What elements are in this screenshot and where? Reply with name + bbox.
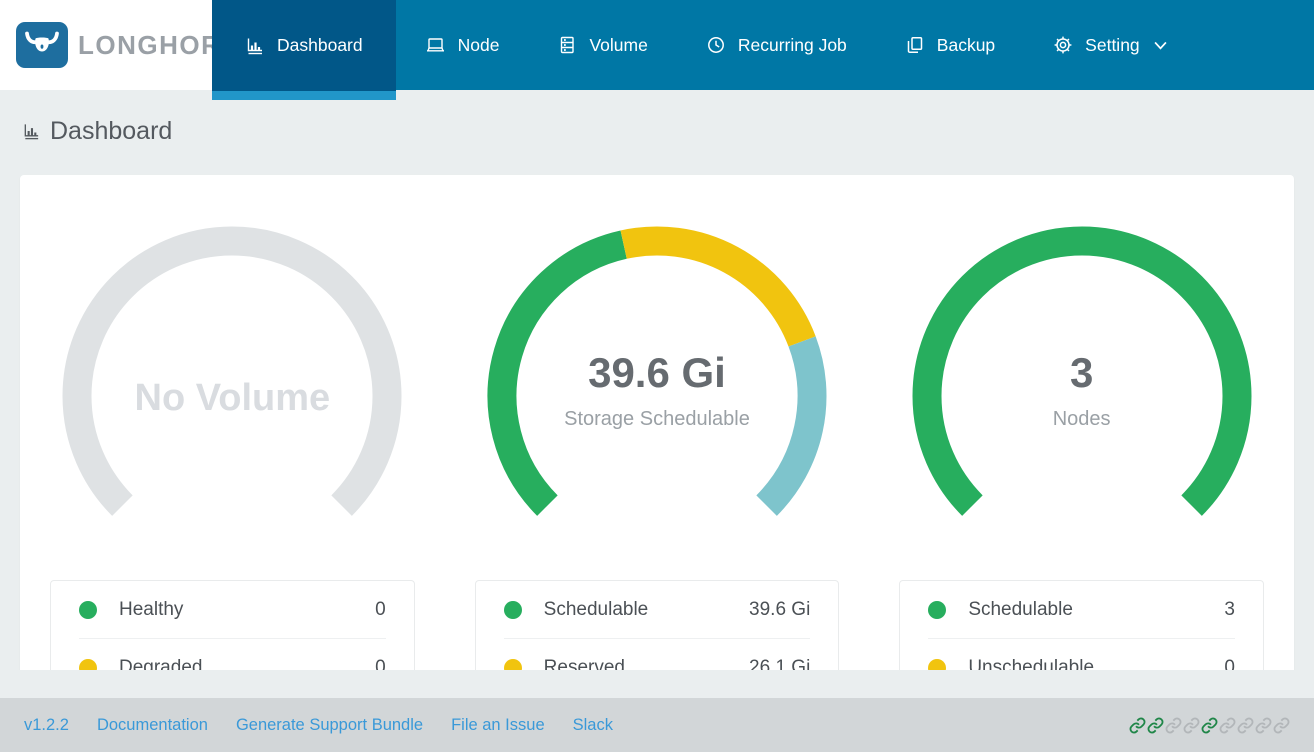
nav-tab-setting[interactable]: Setting (1024, 0, 1195, 90)
legend-box-nodes: Schedulable 3 Unschedulable 0 (899, 580, 1264, 670)
nav-tab-label: Volume (589, 34, 648, 55)
gauge-segment (620, 226, 816, 347)
gauge-arc-nodes (912, 226, 1252, 516)
nav-tab-label: Backup (936, 34, 996, 55)
legend-value: 26.1 Gi (749, 657, 811, 670)
gauge-segment (912, 226, 1252, 516)
legend-dot (503, 600, 522, 619)
legend-value: 0 (375, 657, 386, 670)
link-icon[interactable] (1201, 717, 1218, 734)
gauge-column-storage-schedulable: 39.6 Gi Storage Schedulable Schedulable 39.… (445, 200, 870, 670)
legend-dot (928, 600, 947, 619)
gauge-segment (62, 226, 402, 516)
laptop-icon (425, 35, 446, 55)
link-icon[interactable] (1129, 717, 1146, 734)
legend-dot (928, 659, 947, 670)
nav-tab-label: Setting (1085, 34, 1140, 55)
legend-row-unschedulable: Unschedulable 0 (928, 639, 1235, 670)
link-icon[interactable] (1147, 717, 1164, 734)
legend-row-schedulable: Schedulable 39.6 Gi (503, 581, 811, 639)
main-nav: Dashboard Node Volume Recurring Job Backup Se… (212, 0, 1196, 100)
volume-link-indicators (1129, 717, 1290, 734)
link-icon[interactable] (1219, 717, 1236, 734)
gauge-chart-storage-schedulable: 39.6 Gi Storage Schedulable (481, 200, 833, 550)
legend-label: Schedulable (543, 598, 649, 620)
nav-tab-label: Dashboard (277, 35, 363, 55)
chevron-down-icon (1154, 41, 1167, 50)
link-icon[interactable] (1273, 717, 1290, 734)
legend-row-reserved: Reserved 26.1 Gi (503, 639, 811, 670)
legend-value: 0 (1224, 657, 1235, 670)
gauge-arc-storage-schedulable (487, 226, 827, 516)
legend-value: 0 (375, 598, 386, 620)
gauge-arc-volume (62, 226, 402, 516)
version-label: v1.2.2 (24, 715, 69, 734)
nav-tab-dashboard[interactable]: Dashboard (212, 0, 396, 100)
legend-box-volume: Healthy 0 Degraded 0 (50, 580, 415, 670)
footer-link-slack[interactable]: Slack (572, 715, 613, 734)
dashboard-icon (245, 36, 265, 56)
footer-link-generate-support-bundle[interactable]: Generate Support Bundle (235, 715, 424, 734)
top-navbar: LONGHORN Dashboard Node Volume Recurring Jo… (0, 0, 1314, 100)
gauge-segment (756, 336, 827, 516)
gauge-chart-nodes: 3 Nodes (906, 200, 1258, 550)
legend-label: Reserved (543, 657, 625, 670)
nav-tab-volume[interactable]: Volume (528, 0, 676, 90)
link-icon[interactable] (1237, 717, 1254, 734)
page-header: Dashboard (22, 112, 1294, 150)
footer-links: v1.2.2 Documentation Generate Support Bun… (24, 716, 613, 735)
nav-tab-label: Recurring Job (737, 34, 847, 55)
legend-row-healthy: Healthy 0 (79, 581, 386, 639)
gauge-segment (487, 230, 627, 516)
brand-logo[interactable]: LONGHORN (0, 0, 240, 90)
nav-tab-label: Node (457, 34, 500, 55)
copy-icon (905, 35, 925, 55)
gauges-row: No Volume Healthy 0 Degraded 0 39.6 Gi Storage… (20, 200, 1294, 670)
legend-label: Schedulable (968, 598, 1073, 620)
gauge-column-nodes: 3 Nodes Schedulable 3 Unschedulable 0 (869, 200, 1294, 670)
footer-bar: v1.2.2 Documentation Generate Support Bun… (0, 698, 1314, 752)
gear-icon (1053, 35, 1073, 55)
legend-label: Unschedulable (968, 657, 1095, 670)
legend-dot (79, 600, 97, 619)
server-icon (557, 35, 577, 55)
gauge-chart-volume: No Volume (56, 200, 408, 550)
legend-value: 3 (1224, 598, 1235, 620)
page-title: Dashboard (50, 116, 173, 145)
footer-link-file-an-issue[interactable]: File an Issue (451, 715, 545, 734)
longhorn-bull-icon (16, 22, 68, 68)
dashboard-icon (22, 122, 41, 141)
dashboard-card: No Volume Healthy 0 Degraded 0 39.6 Gi Storage… (20, 175, 1294, 670)
nav-tab-recurring-job[interactable]: Recurring Job (677, 0, 876, 90)
nav-tab-backup[interactable]: Backup (876, 0, 1024, 90)
link-icon[interactable] (1165, 717, 1182, 734)
legend-label: Degraded (119, 657, 203, 670)
legend-dot (503, 659, 522, 670)
main-content: Dashboard No Volume Healthy 0 Degraded 0 39.6… (0, 90, 1314, 670)
clock-icon (706, 35, 726, 55)
legend-row-degraded: Degraded 0 (79, 639, 386, 670)
link-icon[interactable] (1255, 717, 1272, 734)
legend-dot (79, 659, 97, 670)
gauge-column-volume: No Volume Healthy 0 Degraded 0 (20, 200, 445, 670)
footer-link-documentation[interactable]: Documentation (96, 715, 208, 734)
legend-row-schedulable: Schedulable 3 (928, 581, 1235, 639)
legend-label: Healthy (119, 598, 184, 620)
link-icon[interactable] (1183, 717, 1200, 734)
legend-value: 39.6 Gi (749, 598, 811, 620)
nav-tab-node[interactable]: Node (396, 0, 529, 90)
legend-box-storage-schedulable: Schedulable 39.6 Gi Reserved 26.1 Gi (474, 580, 840, 670)
